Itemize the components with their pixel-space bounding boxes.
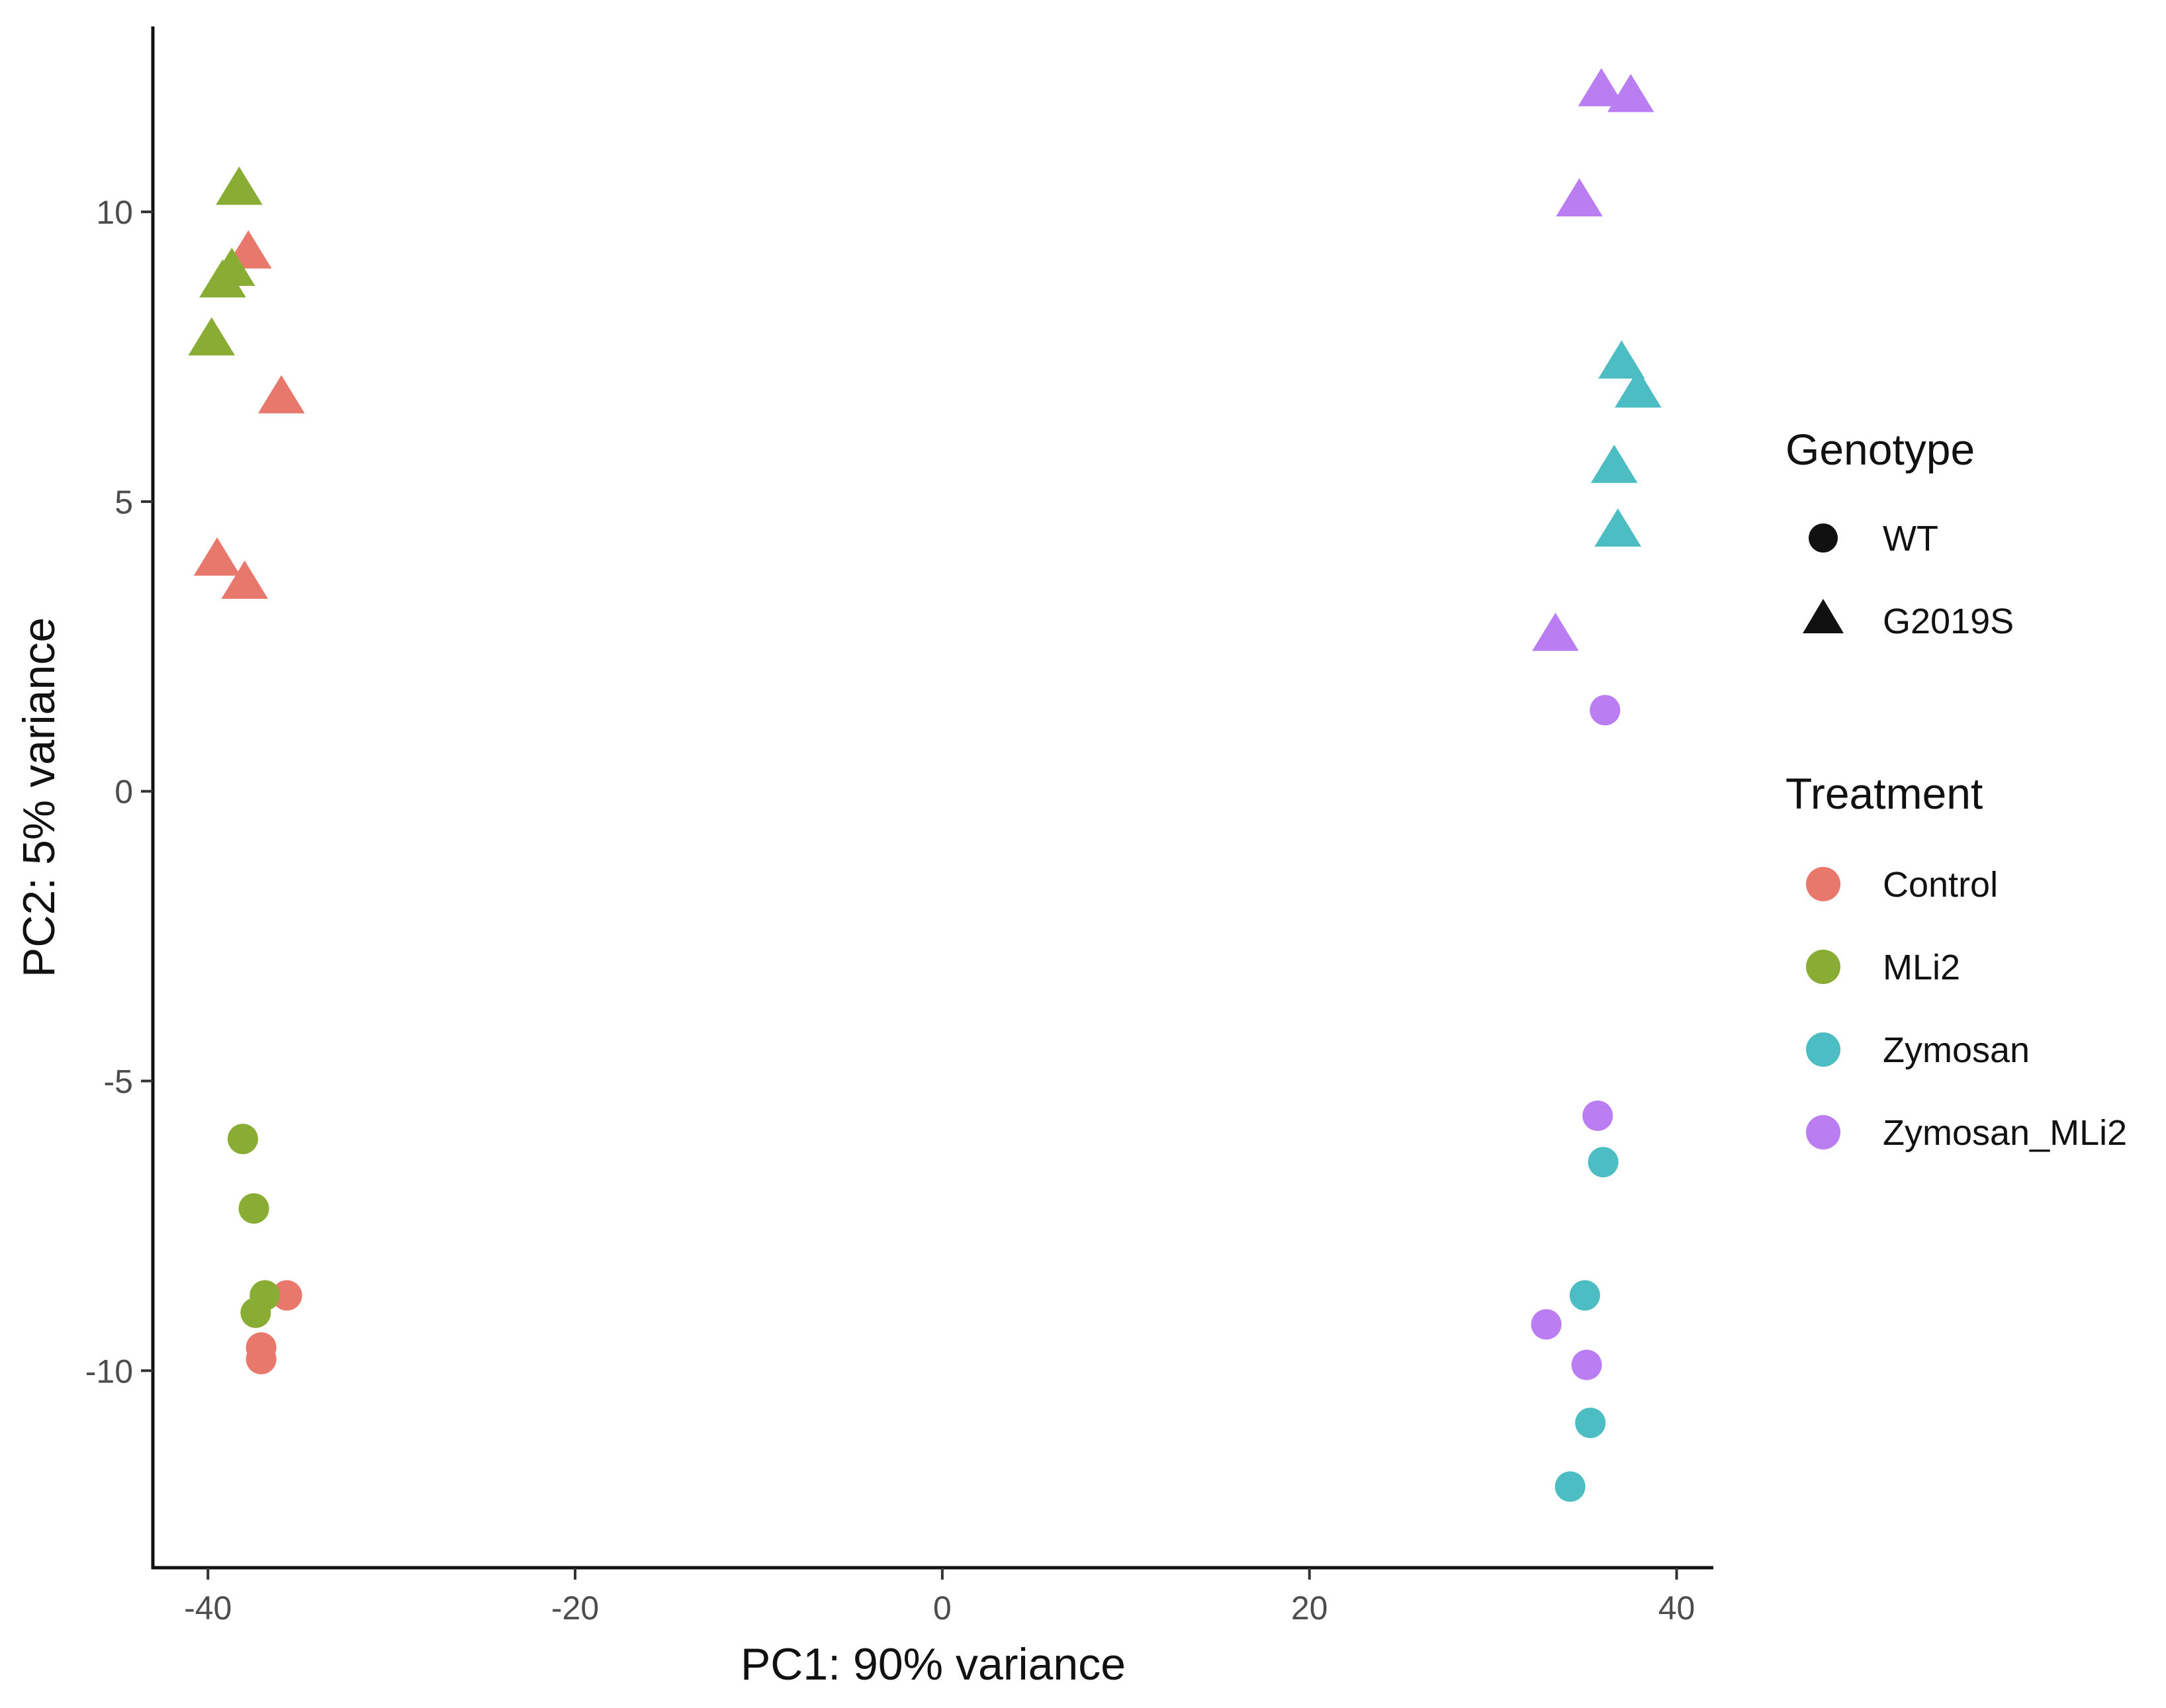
x-tick-label: 40 — [1658, 1590, 1695, 1627]
legend-mli2-circle-icon — [1806, 950, 1840, 984]
legend-treatment-title: Treatment — [1785, 769, 1983, 818]
y-tick-label: -10 — [85, 1353, 133, 1390]
point-mli2-g2019s — [188, 317, 236, 356]
legend-mli2-label: MLi2 — [1883, 948, 1960, 987]
point-control-wt — [271, 1280, 302, 1311]
point-zymosan-wt — [1555, 1471, 1586, 1502]
x-tick-label: 20 — [1291, 1590, 1328, 1627]
point-mli2-g2019s — [199, 259, 246, 298]
point-control-wt — [246, 1343, 277, 1374]
point-zymosan-g2019s — [1598, 340, 1645, 379]
legend-control-circle-icon — [1806, 867, 1840, 901]
legend-wt-label: WT — [1883, 519, 1938, 559]
y-tick-label: -5 — [104, 1063, 133, 1101]
data-points — [188, 67, 1662, 1502]
point-zymosan-wt — [1575, 1408, 1606, 1439]
y-axis-title: PC2: 5% variance — [14, 617, 64, 977]
point-zymosan-mli2-g2019s — [1556, 178, 1603, 216]
y-tick-label: 5 — [114, 484, 133, 521]
legend-g2019s-triangle-icon — [1803, 599, 1844, 633]
legend-zymosan-label: Zymosan — [1883, 1030, 2030, 1070]
point-mli2-wt — [238, 1193, 269, 1224]
point-zymosan-g2019s — [1594, 508, 1642, 547]
legend-zymosan-mli2-circle-icon — [1806, 1115, 1840, 1149]
x-tick-label: -20 — [551, 1590, 599, 1627]
legend-zymosan-circle-icon — [1806, 1032, 1840, 1067]
point-mli2-g2019s — [216, 166, 263, 205]
legend-control-label: Control — [1883, 865, 1998, 905]
point-zymosan-mli2-g2019s — [1607, 73, 1654, 112]
x-tick-label: -40 — [184, 1590, 232, 1627]
point-control-g2019s — [193, 537, 241, 576]
point-zymosan-mli2-wt — [1582, 1101, 1613, 1132]
point-zymosan-mli2-wt — [1531, 1309, 1562, 1340]
legend-zymosan-mli2-label: Zymosan_MLi2 — [1883, 1113, 2127, 1153]
point-zymosan-mli2-g2019s — [1532, 612, 1579, 651]
point-control-g2019s — [257, 375, 305, 414]
point-control-g2019s — [221, 561, 268, 599]
point-zymosan-g2019s — [1590, 444, 1638, 483]
x-axis-title: PC1: 90% variance — [741, 1639, 1126, 1689]
point-mli2-wt — [227, 1124, 258, 1155]
point-zymosan-mli2-g2019s — [1578, 67, 1625, 107]
point-zymosan-wt — [1588, 1147, 1619, 1178]
point-zymosan-mli2-wt — [1571, 1349, 1602, 1380]
point-zymosan-wt — [1569, 1280, 1600, 1311]
point-zymosan-mli2-wt — [1590, 695, 1621, 726]
legend: Genotype WT G2019S Treatment Control MLi… — [1785, 425, 2127, 1153]
axis-ticks: -40 -20 0 20 40 -10 -5 0 5 10 — [85, 194, 1695, 1627]
legend-g2019s-label: G2019S — [1883, 602, 2014, 641]
point-mli2-wt — [240, 1297, 271, 1328]
x-tick-label: 0 — [933, 1590, 952, 1627]
y-tick-label: 10 — [96, 194, 133, 231]
legend-wt-circle-icon — [1809, 523, 1838, 553]
legend-genotype-title: Genotype — [1785, 425, 1975, 474]
y-tick-label: 0 — [114, 774, 133, 811]
point-zymosan-g2019s — [1614, 369, 1662, 408]
